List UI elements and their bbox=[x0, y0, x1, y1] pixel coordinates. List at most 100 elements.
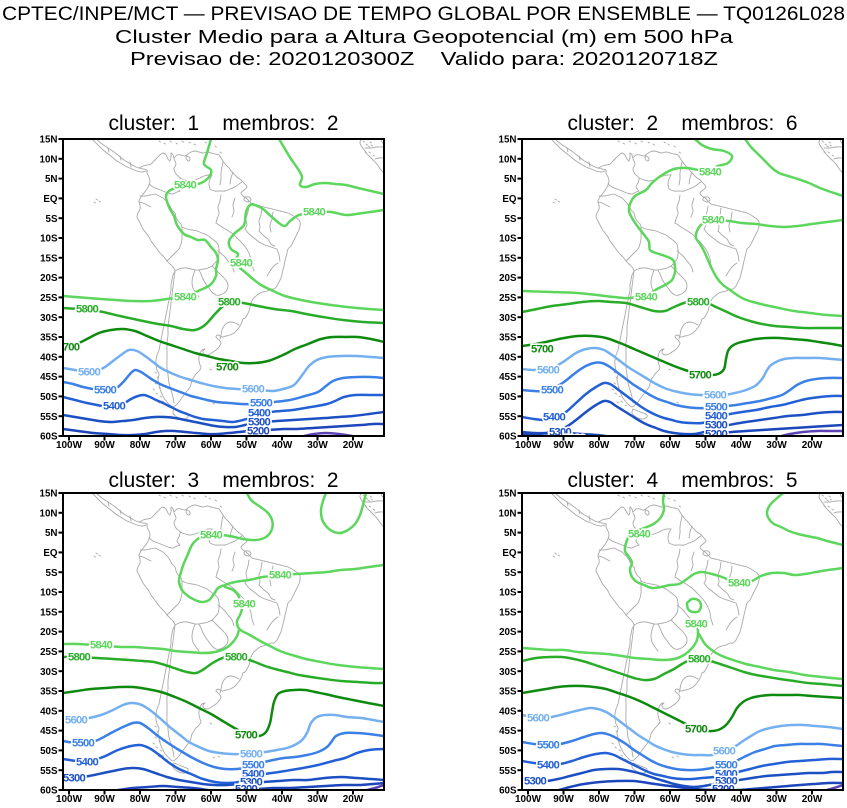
svg-text:60S: 60S bbox=[499, 786, 517, 797]
svg-text:90W: 90W bbox=[553, 794, 574, 803]
svg-text:20S: 20S bbox=[499, 273, 517, 284]
svg-text:5840: 5840 bbox=[628, 529, 650, 541]
svg-text:30W: 30W bbox=[766, 440, 787, 451]
svg-text:15S: 15S bbox=[499, 607, 517, 618]
svg-text:5600: 5600 bbox=[527, 713, 549, 725]
svg-text:45S: 45S bbox=[40, 726, 58, 737]
svg-text:700: 700 bbox=[63, 342, 80, 354]
svg-text:5300: 5300 bbox=[549, 427, 571, 439]
svg-text:20W: 20W bbox=[343, 794, 364, 803]
svg-text:5800: 5800 bbox=[68, 652, 90, 664]
svg-text:20W: 20W bbox=[802, 794, 823, 803]
svg-text:5300: 5300 bbox=[715, 776, 737, 788]
svg-text:5400: 5400 bbox=[242, 769, 264, 781]
svg-text:5840: 5840 bbox=[90, 640, 112, 652]
svg-text:45S: 45S bbox=[40, 372, 58, 383]
svg-text:5840: 5840 bbox=[702, 215, 724, 227]
svg-text:EQ: EQ bbox=[502, 548, 517, 559]
svg-text:60S: 60S bbox=[40, 432, 58, 443]
svg-text:5840: 5840 bbox=[685, 619, 707, 631]
svg-text:cluster: 4 membros: 5: cluster: 4 membros: 5 bbox=[568, 468, 798, 492]
svg-text:10N: 10N bbox=[499, 508, 517, 519]
svg-text:5500: 5500 bbox=[250, 398, 272, 410]
svg-text:80W: 80W bbox=[589, 440, 610, 451]
svg-text:70W: 70W bbox=[165, 440, 186, 451]
svg-text:5400: 5400 bbox=[705, 411, 727, 423]
svg-text:5400: 5400 bbox=[248, 408, 270, 420]
svg-text:30W: 30W bbox=[766, 794, 787, 803]
svg-text:5400: 5400 bbox=[76, 757, 98, 769]
svg-text:40W: 40W bbox=[272, 794, 293, 803]
svg-text:5500: 5500 bbox=[705, 402, 727, 414]
svg-text:50W: 50W bbox=[695, 440, 716, 451]
svg-text:30S: 30S bbox=[40, 667, 58, 678]
svg-text:60W: 60W bbox=[201, 794, 222, 803]
svg-text:5600: 5600 bbox=[537, 365, 559, 377]
svg-text:5200: 5200 bbox=[705, 429, 727, 441]
svg-text:5300: 5300 bbox=[248, 417, 270, 429]
svg-text:30W: 30W bbox=[307, 440, 328, 451]
svg-text:5400: 5400 bbox=[537, 760, 559, 772]
svg-text:30S: 30S bbox=[40, 313, 58, 324]
svg-text:5840: 5840 bbox=[174, 292, 196, 304]
svg-text:60W: 60W bbox=[201, 440, 222, 451]
svg-text:100W: 100W bbox=[515, 794, 542, 803]
svg-text:10S: 10S bbox=[40, 588, 58, 599]
svg-text:15N: 15N bbox=[499, 489, 517, 500]
svg-text:5500: 5500 bbox=[541, 385, 563, 397]
svg-text:50W: 50W bbox=[236, 794, 257, 803]
svg-text:40S: 40S bbox=[499, 352, 517, 363]
svg-text:20S: 20S bbox=[40, 273, 58, 284]
svg-text:70W: 70W bbox=[624, 440, 645, 451]
svg-text:cluster: 1 membros: 2: cluster: 1 membros: 2 bbox=[109, 111, 339, 135]
svg-text:5840: 5840 bbox=[303, 207, 325, 219]
svg-text:cluster: 3 membros: 2: cluster: 3 membros: 2 bbox=[109, 468, 339, 492]
svg-text:5840: 5840 bbox=[230, 258, 252, 270]
svg-text:5N: 5N bbox=[45, 174, 58, 185]
svg-text:40W: 40W bbox=[731, 440, 752, 451]
svg-text:5700: 5700 bbox=[235, 730, 257, 742]
svg-text:5200: 5200 bbox=[563, 434, 585, 446]
svg-text:5400: 5400 bbox=[715, 769, 737, 781]
svg-text:5400: 5400 bbox=[543, 412, 565, 424]
svg-text:50W: 50W bbox=[695, 794, 716, 803]
svg-text:30S: 30S bbox=[499, 667, 517, 678]
svg-text:50S: 50S bbox=[499, 746, 517, 757]
svg-text:5700: 5700 bbox=[531, 344, 553, 356]
svg-text:90W: 90W bbox=[94, 794, 115, 803]
svg-text:5S: 5S bbox=[505, 568, 517, 579]
svg-text:100W: 100W bbox=[515, 440, 542, 451]
svg-text:100W: 100W bbox=[56, 440, 83, 451]
svg-text:20W: 20W bbox=[802, 440, 823, 451]
svg-text:35S: 35S bbox=[499, 687, 517, 698]
svg-text:10N: 10N bbox=[40, 154, 58, 165]
svg-text:50S: 50S bbox=[499, 392, 517, 403]
svg-text:35S: 35S bbox=[40, 687, 58, 698]
svg-text:5700: 5700 bbox=[216, 362, 238, 374]
svg-text:EQ: EQ bbox=[43, 548, 58, 559]
svg-text:15S: 15S bbox=[40, 607, 58, 618]
svg-text:50W: 50W bbox=[236, 440, 257, 451]
svg-text:70W: 70W bbox=[624, 794, 645, 803]
svg-text:80W: 80W bbox=[130, 440, 151, 451]
svg-text:30S: 30S bbox=[499, 313, 517, 324]
svg-text:5300: 5300 bbox=[705, 420, 727, 432]
svg-text:25S: 25S bbox=[499, 293, 517, 304]
svg-text:25S: 25S bbox=[499, 647, 517, 658]
svg-text:5800: 5800 bbox=[76, 304, 98, 316]
svg-text:5800: 5800 bbox=[218, 297, 240, 309]
svg-text:60S: 60S bbox=[40, 786, 58, 797]
svg-text:CPTEC/INPE/MCT — PREVISAO DE T: CPTEC/INPE/MCT — PREVISAO DE TEMPO GLOBA… bbox=[2, 4, 845, 25]
svg-text:15N: 15N bbox=[40, 489, 58, 500]
svg-text:10N: 10N bbox=[499, 154, 517, 165]
svg-text:25S: 25S bbox=[40, 293, 58, 304]
svg-text:35S: 35S bbox=[40, 333, 58, 344]
svg-text:40S: 40S bbox=[40, 706, 58, 717]
svg-text:5600: 5600 bbox=[242, 384, 264, 396]
svg-text:60W: 60W bbox=[660, 794, 681, 803]
svg-text:80W: 80W bbox=[589, 794, 610, 803]
svg-text:5S: 5S bbox=[46, 214, 58, 225]
svg-text:5N: 5N bbox=[504, 174, 517, 185]
svg-text:5840: 5840 bbox=[200, 530, 222, 542]
svg-text:10S: 10S bbox=[499, 588, 517, 599]
